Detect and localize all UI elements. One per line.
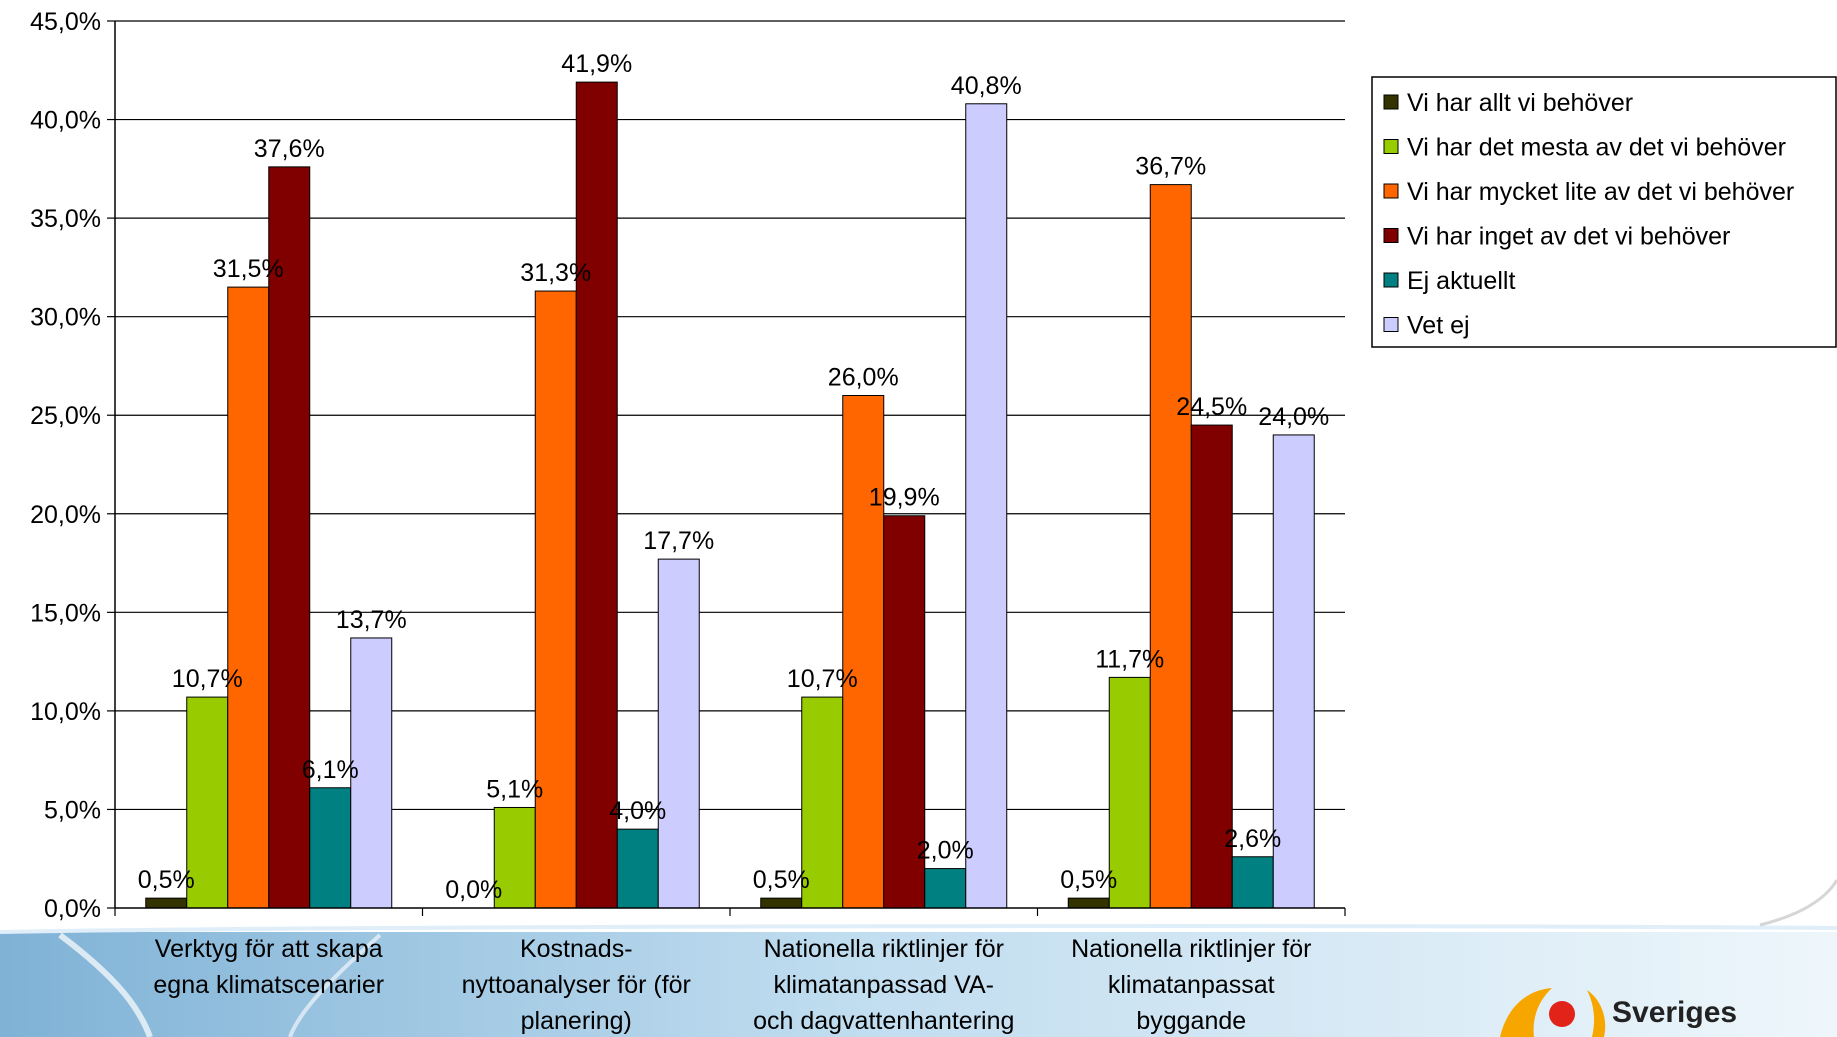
category-label: nyttoanalyser för (för [462,971,691,999]
bar [1231,856,1274,909]
gridlines [115,20,1345,811]
y-tick-label: 0,0% [44,895,101,923]
data-label: 37,6% [254,135,325,163]
data-label: 5,1% [486,775,543,803]
legend-swatch [1383,317,1399,332]
legend-label: Vet ej [1407,312,1470,340]
data-label: 10,7% [787,665,858,693]
data-label: 41,9% [561,50,632,78]
bar [883,515,926,909]
bar [145,897,188,909]
category-label: Nationella riktlinjer för [764,935,1004,963]
category-label: Verktyg för att skapa [155,935,383,963]
axes: 0,0% 5,0% 10,0% 15,0% 20,0% 25,0% 30,0% 35,0% 40… [30,8,1346,923]
bar [1108,676,1151,909]
bar [575,81,618,909]
legend-label: Vi har mycket lite av det vi behöver [1407,178,1794,206]
data-label: 0,5% [138,866,195,894]
bar [1272,434,1315,909]
legend-label: Ej aktuellt [1407,267,1515,295]
category-label: Nationella riktlinjer för [1071,935,1311,963]
y-tick-label: 20,0% [30,501,101,529]
category-label: klimatanpassad VA- [774,971,994,999]
y-tick-label: 35,0% [30,205,101,233]
bar [965,103,1008,909]
bar [616,828,659,909]
data-label: 0,5% [753,866,810,894]
data-label: 10,7% [172,665,243,693]
bar [1190,424,1233,909]
legend: Vi har allt vi behöver Vi har det mesta a… [1371,76,1837,348]
category-label: egna klimatscenarier [153,971,384,999]
data-label: 40,8% [951,72,1022,100]
data-label: 0,5% [1060,866,1117,894]
data-label: 36,7% [1135,153,1206,181]
category-label: byggande [1136,1007,1246,1035]
data-label: 4,0% [609,797,666,825]
legend-swatch [1383,94,1399,110]
bar [268,166,311,909]
y-tick-label: 10,0% [30,698,101,726]
y-tick-label: 15,0% [30,599,101,627]
data-labels: 0,5% 0,0% 0,5% 0,5% 10,7% 5,1% 10,7% 11,7% 31,5%… [138,50,1329,904]
legend-swatch [1383,272,1399,288]
legend-label: Vi har allt vi behöver [1407,89,1633,117]
legend-box [1371,76,1837,348]
legend-swatch [1383,139,1399,154]
bar [657,558,700,909]
y-tick-label: 45,0% [30,8,101,36]
data-label: 31,3% [520,259,591,287]
data-label: 31,5% [213,255,284,283]
data-label: 17,7% [643,527,714,555]
legend-swatch [1383,183,1399,199]
legend-label: Vi har inget av det vi behöver [1407,223,1730,251]
bar [309,787,352,909]
data-label: 2,6% [1224,825,1281,853]
category-label: planering) [521,1007,632,1035]
data-label: 24,0% [1258,403,1329,431]
data-label: 6,1% [302,756,359,784]
data-label: 26,0% [828,364,899,392]
legend-label: Vi har det mesta av det vi behöver [1407,134,1786,162]
data-label: 24,5% [1176,393,1247,421]
data-label: 2,0% [917,837,974,865]
data-label: 11,7% [1095,645,1164,673]
y-tick-label: 5,0% [44,796,101,824]
bar [534,290,577,909]
bar [227,286,270,909]
bar [1067,897,1110,909]
category-labels: Verktyg för att skapa egna klimatscenarie… [153,935,1311,1035]
category-label: klimatanpassat [1108,971,1275,999]
bar [924,868,967,909]
bars [145,81,1315,909]
category-label: och dagvattenhantering [753,1007,1014,1035]
bar [1149,184,1192,909]
y-tick-label: 40,0% [30,107,101,135]
data-label: 0,0% [445,876,502,904]
logo-icon [1500,988,1606,1037]
logo-text: Sveriges [1612,996,1738,1029]
data-label: 13,7% [336,606,407,634]
y-tick-label: 25,0% [30,402,101,430]
bar [760,897,803,909]
legend-swatch [1383,228,1399,243]
bar [842,395,885,909]
y-tick-label: 30,0% [30,304,101,332]
category-label: Kostnads- [520,935,633,963]
data-label: 19,9% [869,484,940,512]
